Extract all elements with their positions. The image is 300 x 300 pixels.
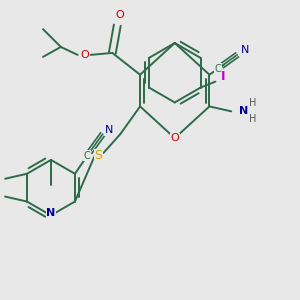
Text: O: O	[80, 50, 89, 60]
Text: N: N	[104, 125, 113, 135]
Text: N: N	[46, 208, 56, 218]
Text: O: O	[170, 133, 179, 143]
Text: S: S	[94, 149, 103, 162]
Text: N: N	[238, 106, 248, 116]
Text: O: O	[115, 10, 124, 20]
Text: C: C	[214, 64, 221, 74]
Text: H: H	[249, 98, 257, 108]
Text: H: H	[249, 114, 257, 124]
Text: C: C	[83, 151, 90, 161]
Text: N: N	[241, 45, 249, 55]
Text: I: I	[221, 70, 226, 83]
